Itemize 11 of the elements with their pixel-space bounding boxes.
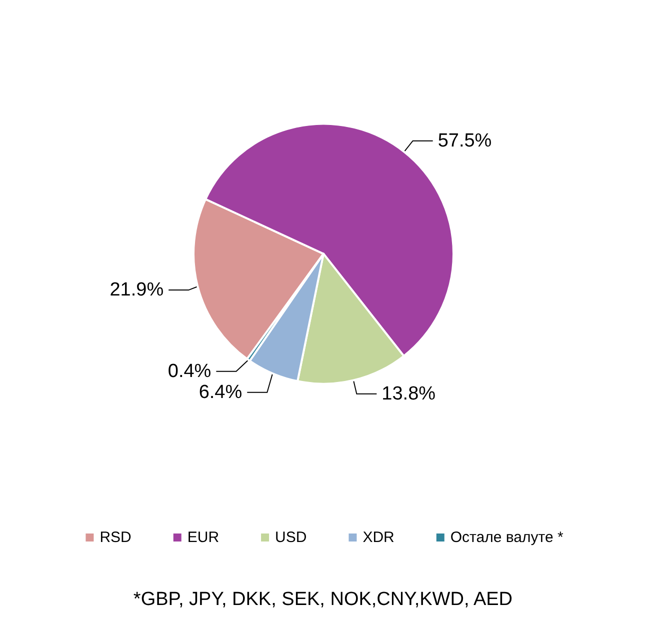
legend-label: RSD — [100, 529, 132, 546]
data-label: 0.4% — [168, 360, 212, 382]
data-label: 13.8% — [382, 383, 436, 404]
text: *GBP, JPY, DKK, SEK, NOK,CNY,KWD, AED — [133, 589, 513, 610]
data-label: 6.4% — [198, 382, 242, 403]
data-label: 57.5% — [438, 130, 492, 152]
data-label: 21.9% — [110, 280, 164, 301]
legend-label: XDR — [362, 529, 395, 546]
legend-label: Остале валуте * — [450, 529, 564, 546]
legend-label: EUR — [187, 529, 220, 546]
legend-label: USD — [275, 529, 307, 546]
